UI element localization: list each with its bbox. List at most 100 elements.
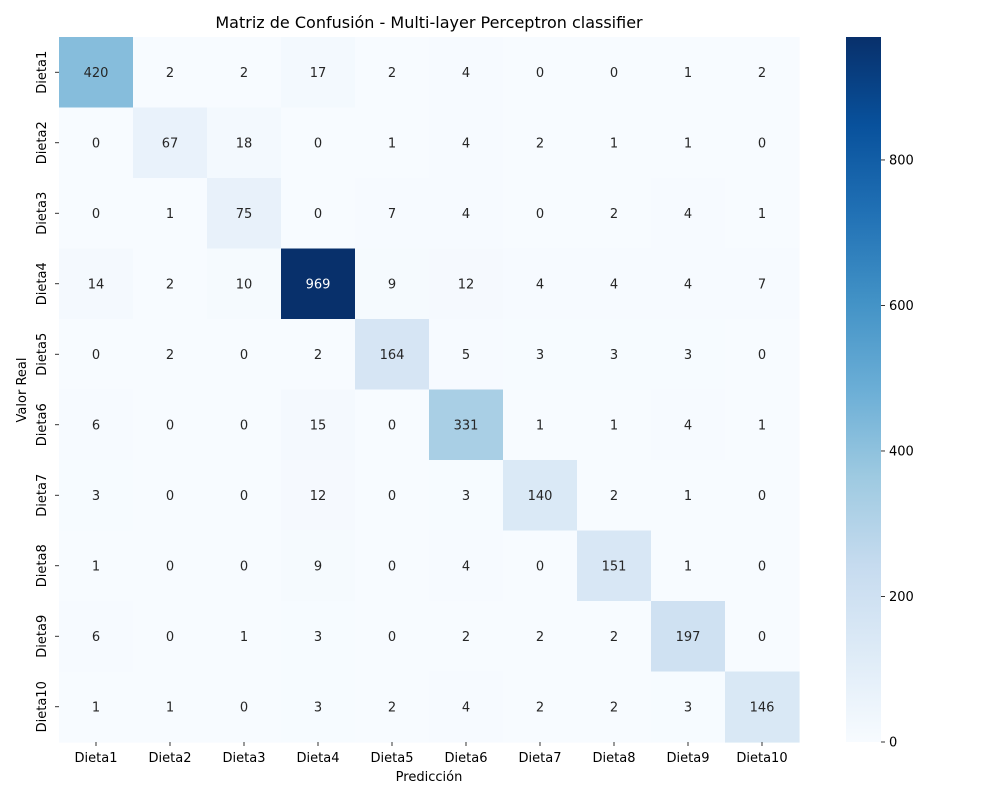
heatmap-cell xyxy=(133,248,208,320)
cell-value-label: 146 xyxy=(750,700,775,715)
heatmap-cell xyxy=(429,37,504,109)
heatmap-cell xyxy=(59,601,134,673)
heatmap-cell xyxy=(207,37,282,109)
heatmap-cell xyxy=(725,107,800,179)
cell-value-label: 0 xyxy=(240,418,248,433)
cell-value-label: 0 xyxy=(92,348,100,363)
cell-value-label: 1 xyxy=(610,418,618,433)
heatmap-cell xyxy=(651,460,726,532)
heatmap-cell xyxy=(503,178,578,250)
heatmap-cell xyxy=(651,389,726,461)
cell-value-label: 0 xyxy=(758,489,766,504)
cell-value-label: 4 xyxy=(462,207,470,222)
heatmap-cell xyxy=(651,248,726,320)
cell-value-label: 4 xyxy=(462,136,470,151)
colorbar xyxy=(846,37,881,742)
y-tick-label: Dieta3 xyxy=(35,192,50,235)
heatmap-cell xyxy=(725,248,800,320)
heatmap-cell xyxy=(355,601,430,673)
heatmap-cell xyxy=(355,178,430,250)
cell-value-label: 2 xyxy=(536,630,544,645)
heatmap-cell xyxy=(725,530,800,602)
cell-value-label: 14 xyxy=(88,277,105,292)
heatmap-cell xyxy=(281,601,356,673)
cell-value-label: 2 xyxy=(166,277,174,292)
heatmap-cell xyxy=(725,178,800,250)
cell-value-label: 4 xyxy=(462,559,470,574)
y-tick-label: Dieta6 xyxy=(35,403,50,446)
heatmap-cell xyxy=(651,107,726,179)
cell-value-label: 0 xyxy=(166,630,174,645)
heatmap-cell xyxy=(281,671,356,743)
cell-value-label: 197 xyxy=(676,630,701,645)
x-axis-label: Predicción xyxy=(396,770,463,785)
cell-value-label: 7 xyxy=(388,207,396,222)
cell-value-label: 1 xyxy=(166,700,174,715)
x-tick-label: Dieta3 xyxy=(223,751,266,766)
cell-value-label: 75 xyxy=(236,207,253,222)
heatmap-cell xyxy=(577,178,652,250)
cell-value-label: 9 xyxy=(388,277,396,292)
cell-value-label: 3 xyxy=(314,630,322,645)
colorbar-tick-label: 600 xyxy=(889,299,914,314)
cell-value-label: 0 xyxy=(536,559,544,574)
heatmap-cell xyxy=(59,530,134,602)
cell-value-label: 2 xyxy=(610,630,618,645)
heatmap-cell xyxy=(651,601,726,673)
heatmap-cell xyxy=(59,460,134,532)
heatmap-cell xyxy=(577,601,652,673)
heatmap-cell xyxy=(207,601,282,673)
heatmap-cell xyxy=(429,671,504,743)
cell-value-label: 0 xyxy=(536,66,544,81)
heatmap-cell xyxy=(577,319,652,391)
cell-value-label: 0 xyxy=(388,489,396,504)
heatmap-cell xyxy=(577,671,652,743)
heatmap-cell xyxy=(133,319,208,391)
heatmap-cell xyxy=(133,530,208,602)
y-tick-label: Dieta9 xyxy=(35,615,50,658)
x-tick-label: Dieta6 xyxy=(445,751,488,766)
heatmap-cell xyxy=(207,530,282,602)
heatmap-cell xyxy=(133,601,208,673)
cell-value-label: 0 xyxy=(388,559,396,574)
cell-value-label: 0 xyxy=(314,136,322,151)
heatmap-cell xyxy=(577,530,652,602)
chart-title: Matriz de Confusión - Multi-layer Percep… xyxy=(215,13,643,32)
heatmap-cell xyxy=(133,107,208,179)
heatmap-cell xyxy=(59,671,134,743)
x-tick-label: Dieta9 xyxy=(667,751,710,766)
cell-value-label: 2 xyxy=(462,630,470,645)
heatmap-cell xyxy=(503,319,578,391)
heatmap-cell xyxy=(503,601,578,673)
heatmap-cell xyxy=(281,248,356,320)
cell-value-label: 1 xyxy=(684,66,692,81)
heatmap-cell xyxy=(59,248,134,320)
cell-value-label: 3 xyxy=(462,489,470,504)
y-tick-label: Dieta4 xyxy=(35,262,50,305)
cell-value-label: 6 xyxy=(92,630,100,645)
cell-value-label: 1 xyxy=(388,136,396,151)
cell-value-label: 67 xyxy=(162,136,179,151)
heatmap-cell xyxy=(133,389,208,461)
heatmap-cells xyxy=(59,37,800,743)
cell-value-label: 4 xyxy=(610,277,618,292)
y-tick-label: Dieta10 xyxy=(35,681,50,732)
cell-value-label: 0 xyxy=(758,348,766,363)
heatmap-cell xyxy=(651,671,726,743)
heatmap-cell xyxy=(281,530,356,602)
heatmap-cell xyxy=(133,178,208,250)
cell-value-label: 4 xyxy=(462,66,470,81)
heatmap-cell xyxy=(207,248,282,320)
cell-value-label: 1 xyxy=(166,207,174,222)
y-tick-label: Dieta5 xyxy=(35,333,50,376)
x-tick-label: Dieta10 xyxy=(736,751,787,766)
heatmap-cell xyxy=(651,37,726,109)
heatmap-cell xyxy=(207,460,282,532)
heatmap-cell xyxy=(281,460,356,532)
cell-value-label: 4 xyxy=(684,207,692,222)
x-tick-label: Dieta7 xyxy=(519,751,562,766)
cell-value-label: 1 xyxy=(684,489,692,504)
cell-value-label: 0 xyxy=(758,559,766,574)
heatmap-cell xyxy=(429,248,504,320)
cell-value-label: 0 xyxy=(166,418,174,433)
